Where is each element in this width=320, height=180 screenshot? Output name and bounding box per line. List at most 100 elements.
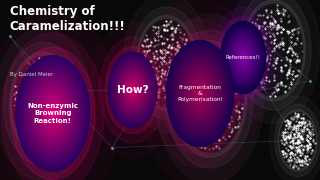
Ellipse shape <box>31 80 74 147</box>
Ellipse shape <box>119 69 146 111</box>
Ellipse shape <box>221 22 266 94</box>
Ellipse shape <box>199 91 201 96</box>
Ellipse shape <box>131 87 135 93</box>
Ellipse shape <box>110 54 156 126</box>
Ellipse shape <box>113 58 153 122</box>
Ellipse shape <box>225 28 262 87</box>
Ellipse shape <box>172 49 228 138</box>
Ellipse shape <box>180 62 220 125</box>
Ellipse shape <box>90 22 176 158</box>
Ellipse shape <box>195 86 205 102</box>
Ellipse shape <box>224 26 263 89</box>
Ellipse shape <box>269 96 320 180</box>
Ellipse shape <box>235 44 252 71</box>
Ellipse shape <box>225 28 261 87</box>
Ellipse shape <box>240 52 247 63</box>
Ellipse shape <box>52 113 53 114</box>
Ellipse shape <box>235 45 251 71</box>
Ellipse shape <box>191 79 209 108</box>
Ellipse shape <box>229 35 257 80</box>
Ellipse shape <box>122 73 144 107</box>
Ellipse shape <box>233 42 253 73</box>
Ellipse shape <box>11 47 95 180</box>
Ellipse shape <box>166 30 253 168</box>
Ellipse shape <box>226 30 260 86</box>
Ellipse shape <box>175 54 225 133</box>
Ellipse shape <box>184 68 216 119</box>
Ellipse shape <box>132 89 134 91</box>
Ellipse shape <box>172 48 228 139</box>
Ellipse shape <box>119 68 147 112</box>
Ellipse shape <box>226 29 261 86</box>
Text: Chemistry of
Caramelization!!!: Chemistry of Caramelization!!! <box>10 5 125 33</box>
Ellipse shape <box>230 36 256 79</box>
Ellipse shape <box>224 27 262 88</box>
Ellipse shape <box>116 64 149 116</box>
Ellipse shape <box>233 41 253 74</box>
Ellipse shape <box>182 66 218 122</box>
Ellipse shape <box>225 29 261 86</box>
Ellipse shape <box>25 69 81 158</box>
Ellipse shape <box>31 79 75 147</box>
Ellipse shape <box>232 40 254 76</box>
Ellipse shape <box>24 68 82 159</box>
Ellipse shape <box>180 63 220 125</box>
Ellipse shape <box>99 37 166 143</box>
Ellipse shape <box>35 86 70 141</box>
Ellipse shape <box>227 31 260 84</box>
Ellipse shape <box>18 58 88 169</box>
Ellipse shape <box>110 54 156 126</box>
Ellipse shape <box>36 87 70 140</box>
Ellipse shape <box>231 37 256 78</box>
Ellipse shape <box>37 89 68 137</box>
Ellipse shape <box>177 58 223 129</box>
Ellipse shape <box>23 67 83 160</box>
Ellipse shape <box>236 46 251 69</box>
Ellipse shape <box>234 43 252 72</box>
Ellipse shape <box>191 80 209 107</box>
Ellipse shape <box>226 30 260 85</box>
Ellipse shape <box>168 43 232 144</box>
Ellipse shape <box>196 87 204 100</box>
Ellipse shape <box>29 76 76 150</box>
Ellipse shape <box>125 77 141 103</box>
Ellipse shape <box>122 74 143 106</box>
Ellipse shape <box>183 66 217 121</box>
Ellipse shape <box>131 86 135 94</box>
Ellipse shape <box>186 71 214 116</box>
Ellipse shape <box>116 63 150 117</box>
Ellipse shape <box>243 57 244 58</box>
Ellipse shape <box>119 69 146 111</box>
Ellipse shape <box>47 105 58 122</box>
Ellipse shape <box>41 95 64 132</box>
Ellipse shape <box>124 76 142 104</box>
Ellipse shape <box>120 70 145 110</box>
Ellipse shape <box>39 92 66 134</box>
Ellipse shape <box>44 99 62 128</box>
Ellipse shape <box>199 93 201 94</box>
Ellipse shape <box>198 91 202 96</box>
Ellipse shape <box>177 57 223 130</box>
Ellipse shape <box>4 42 83 166</box>
Ellipse shape <box>190 78 210 109</box>
Ellipse shape <box>172 50 228 137</box>
Ellipse shape <box>228 32 259 83</box>
Ellipse shape <box>44 100 62 127</box>
Ellipse shape <box>128 83 137 97</box>
Ellipse shape <box>115 62 150 118</box>
Ellipse shape <box>179 61 221 126</box>
Ellipse shape <box>230 37 256 78</box>
Ellipse shape <box>126 79 140 101</box>
Ellipse shape <box>25 70 81 157</box>
Ellipse shape <box>224 27 262 89</box>
Ellipse shape <box>168 44 232 144</box>
Ellipse shape <box>181 64 219 123</box>
Ellipse shape <box>19 61 86 166</box>
Ellipse shape <box>124 76 141 104</box>
Ellipse shape <box>40 93 66 134</box>
Ellipse shape <box>117 66 148 114</box>
Ellipse shape <box>168 43 232 145</box>
Ellipse shape <box>140 0 260 180</box>
Ellipse shape <box>37 89 68 138</box>
Ellipse shape <box>166 40 234 147</box>
